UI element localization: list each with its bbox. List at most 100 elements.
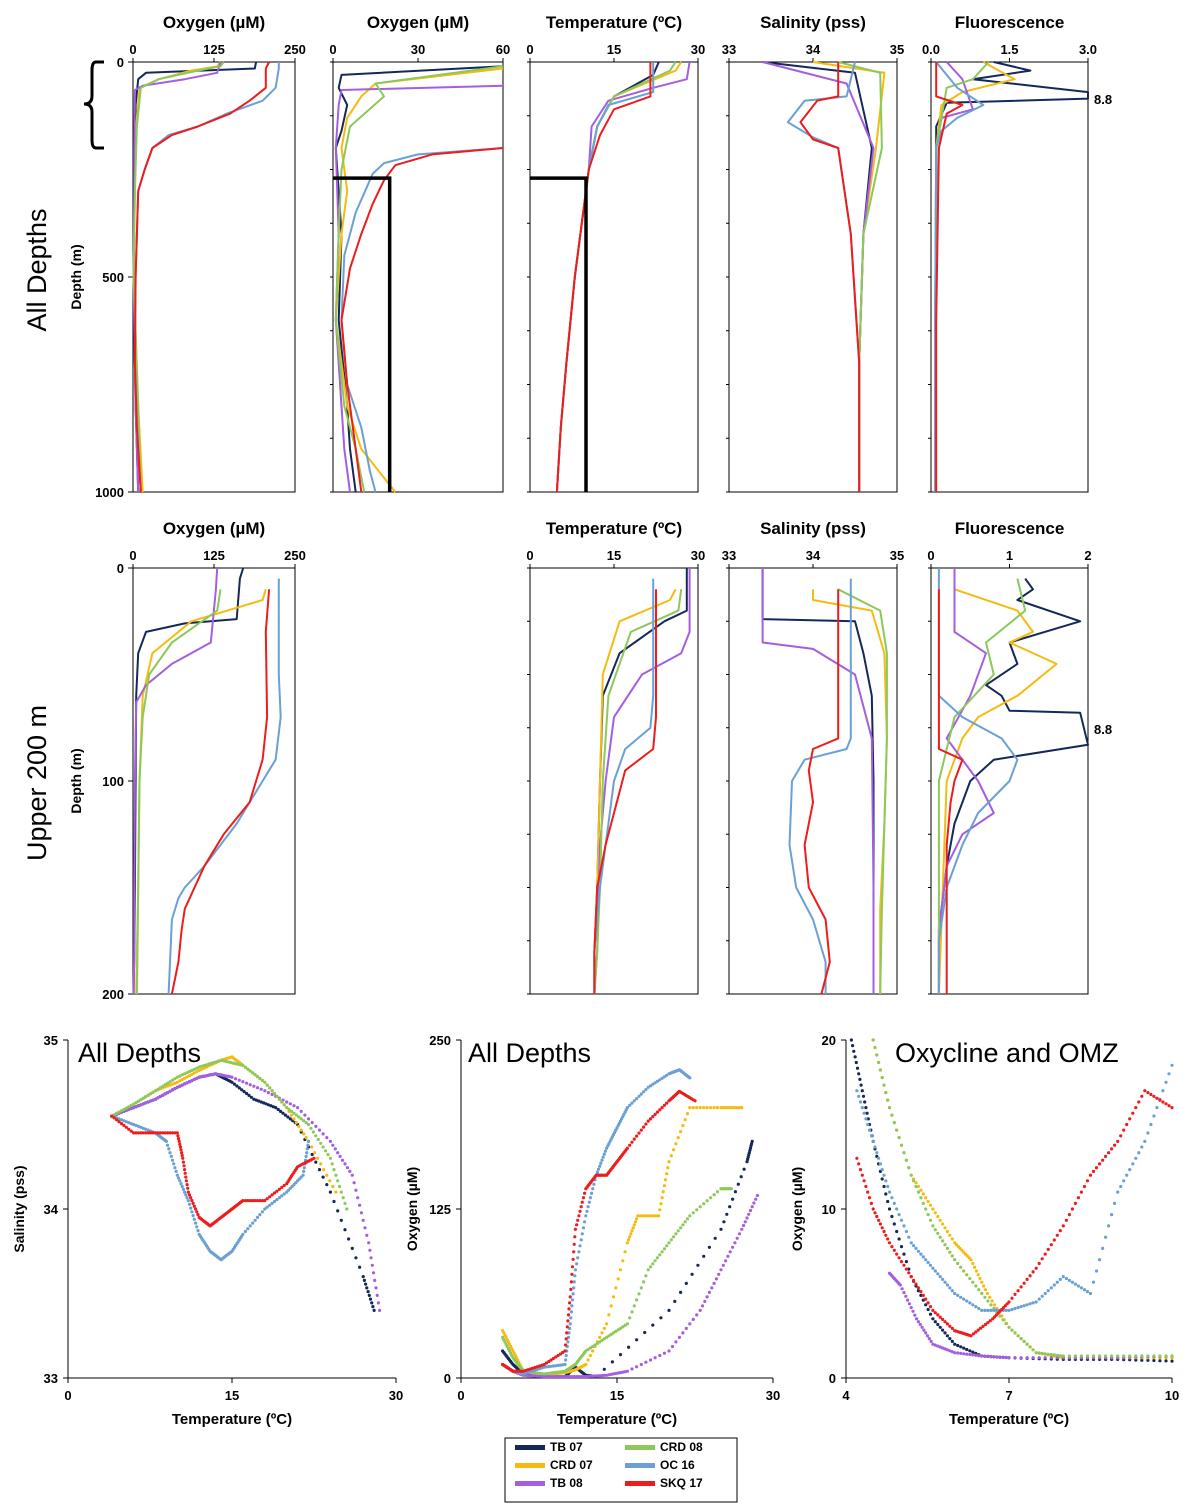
point <box>977 1306 981 1311</box>
point <box>1125 1173 1129 1177</box>
point <box>953 1291 957 1296</box>
point <box>936 1322 940 1327</box>
point <box>629 1232 633 1236</box>
point <box>959 1295 963 1299</box>
y-axis-label: Oxygen (µM) <box>404 1167 420 1251</box>
point <box>190 1079 194 1083</box>
point <box>566 1313 571 1317</box>
point <box>197 1065 201 1069</box>
point <box>1067 1354 1071 1358</box>
point <box>653 1259 657 1263</box>
point <box>336 1151 340 1155</box>
point <box>352 1181 356 1185</box>
point <box>192 1071 196 1075</box>
point <box>1128 1354 1132 1358</box>
point <box>1125 1122 1129 1127</box>
point <box>925 1334 930 1338</box>
point <box>195 1070 199 1074</box>
point <box>669 1154 673 1158</box>
point <box>645 1214 649 1218</box>
chart-title: All Depths <box>468 1038 591 1068</box>
point <box>998 1355 1002 1359</box>
point <box>141 1131 145 1135</box>
point <box>729 1187 734 1191</box>
point <box>183 1076 187 1080</box>
point <box>630 1140 634 1144</box>
point <box>292 1104 296 1108</box>
point <box>129 1103 133 1108</box>
point <box>651 1115 655 1119</box>
row-label-all-depths: All Depths <box>22 208 52 331</box>
x-tick-label: 3.0 <box>1079 42 1097 57</box>
legend: TB 07 CRD 07 TB 08 CRD 08 OC 16 SKQ 17 <box>504 1437 738 1503</box>
point <box>185 1071 189 1075</box>
point <box>941 1277 945 1281</box>
point <box>184 1175 188 1179</box>
point <box>158 1131 162 1135</box>
point <box>1088 1291 1093 1296</box>
point <box>611 1295 616 1299</box>
point <box>358 1203 362 1207</box>
point <box>719 1227 723 1231</box>
point <box>969 1334 973 1338</box>
series-line-tb-08 <box>555 61 691 493</box>
point <box>636 1214 640 1218</box>
point <box>625 1369 630 1373</box>
point <box>575 1375 579 1379</box>
point <box>1143 1139 1147 1143</box>
point <box>187 1202 192 1206</box>
point <box>919 1252 923 1256</box>
panel-all-salinity: Salinity (pss) 33 34 35 <box>722 13 904 493</box>
point <box>1040 1257 1044 1261</box>
point <box>956 1351 960 1355</box>
point <box>623 1250 627 1254</box>
point <box>325 1173 329 1177</box>
point <box>301 1173 305 1177</box>
panel-all-oxygen-wide: Oxygen (µM) 0 125 250 0 500 1000 Depth (m) <box>68 13 306 500</box>
point <box>938 1218 942 1222</box>
point <box>243 1229 247 1234</box>
point <box>1013 1331 1017 1335</box>
point <box>586 1374 590 1379</box>
point <box>685 1112 690 1116</box>
series-oc-16 <box>855 1063 1174 1312</box>
chart-title: Temperature (ºC) <box>546 519 682 538</box>
point <box>571 1292 575 1296</box>
point <box>1134 1354 1138 1358</box>
point <box>886 1237 890 1241</box>
point <box>311 1130 315 1134</box>
point <box>149 1131 153 1135</box>
point <box>962 1269 966 1273</box>
point <box>851 1044 855 1048</box>
point <box>178 1142 182 1146</box>
point <box>578 1244 582 1248</box>
point <box>285 1106 289 1110</box>
point <box>197 1068 201 1072</box>
point <box>916 1289 921 1293</box>
point <box>173 1081 177 1085</box>
point <box>1107 1224 1111 1228</box>
point <box>191 1214 195 1218</box>
point <box>1037 1261 1041 1266</box>
point <box>658 1253 662 1257</box>
threshold-marker <box>530 176 588 492</box>
point <box>945 1322 950 1326</box>
point <box>314 1124 318 1128</box>
point <box>1082 1288 1087 1292</box>
point <box>637 1094 641 1098</box>
point <box>950 1237 954 1241</box>
point <box>253 1218 257 1222</box>
point <box>858 1100 863 1104</box>
point <box>570 1265 575 1269</box>
point <box>945 1283 950 1287</box>
x-tick-label: 34 <box>806 548 821 563</box>
point <box>176 1134 180 1138</box>
point <box>688 1106 692 1110</box>
point <box>569 1310 574 1314</box>
point <box>252 1097 256 1101</box>
point <box>167 1147 171 1151</box>
x-tick-label: 15 <box>607 548 621 563</box>
point <box>166 1081 170 1085</box>
point <box>965 1273 969 1277</box>
point <box>547 1375 551 1379</box>
